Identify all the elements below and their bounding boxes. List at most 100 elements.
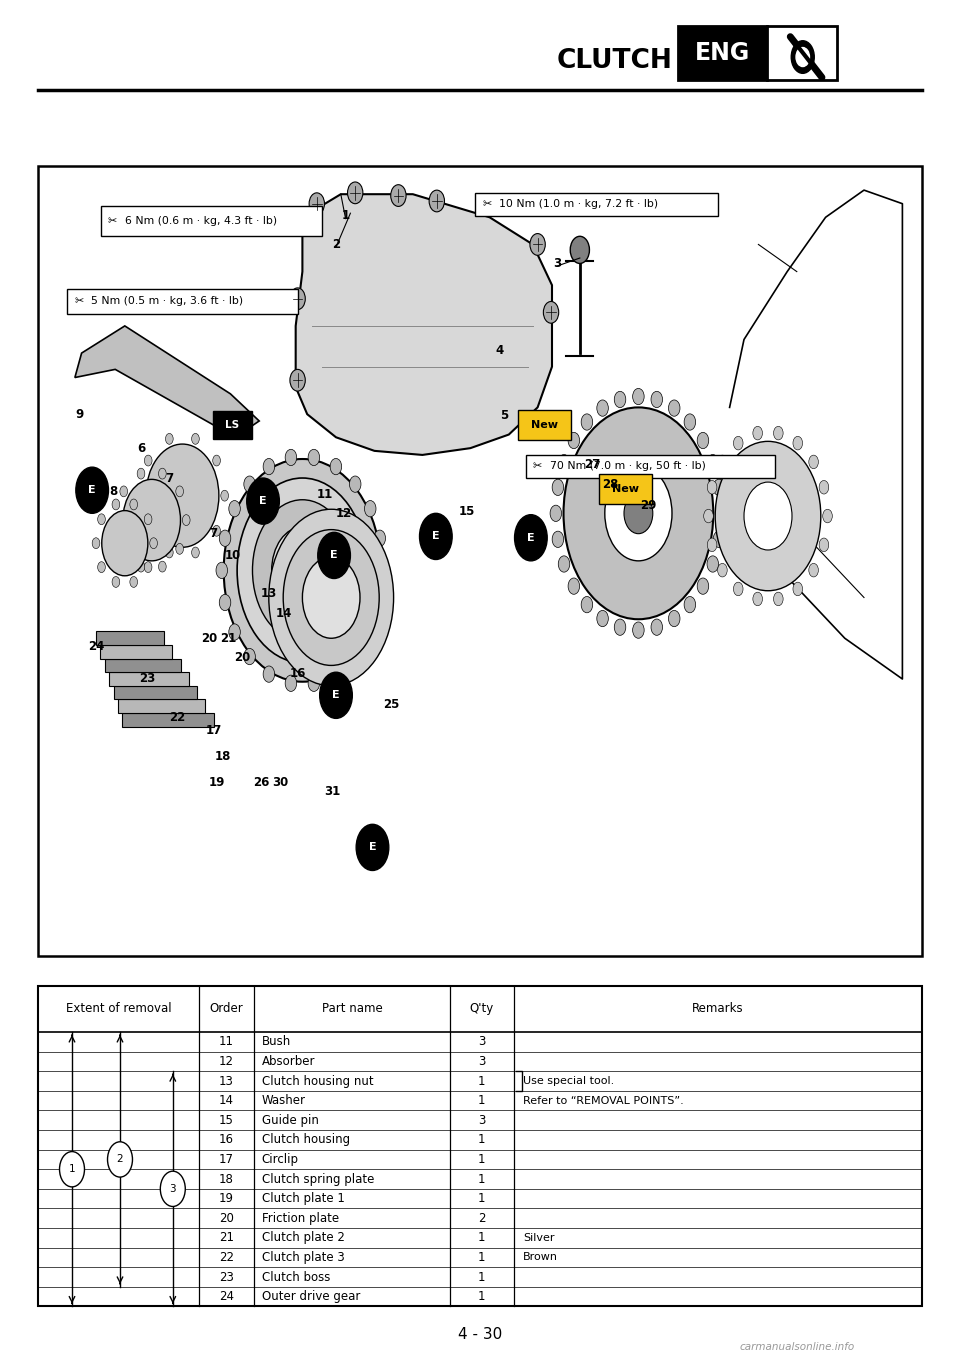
Circle shape <box>808 455 818 469</box>
Text: 5: 5 <box>500 409 508 422</box>
Circle shape <box>349 648 361 664</box>
Circle shape <box>823 509 832 523</box>
Circle shape <box>651 391 662 407</box>
Text: Clutch plate 2: Clutch plate 2 <box>261 1232 345 1244</box>
Text: ✂: ✂ <box>482 200 492 209</box>
Circle shape <box>112 577 120 588</box>
Circle shape <box>237 478 368 663</box>
Text: 1: 1 <box>478 1192 486 1205</box>
Circle shape <box>597 401 609 417</box>
Bar <box>105 659 180 672</box>
Text: 17: 17 <box>219 1153 234 1167</box>
Text: 3: 3 <box>478 1035 486 1048</box>
Text: 12: 12 <box>219 1055 234 1067</box>
Text: 12: 12 <box>336 507 351 520</box>
Text: Order: Order <box>209 1002 244 1016</box>
Text: 15: 15 <box>219 1114 234 1127</box>
Circle shape <box>668 610 680 626</box>
Text: 31: 31 <box>324 785 340 799</box>
Circle shape <box>793 436 803 449</box>
Circle shape <box>713 531 725 547</box>
Circle shape <box>552 479 564 496</box>
Bar <box>526 455 775 478</box>
Circle shape <box>633 622 644 638</box>
Bar <box>475 193 718 216</box>
Circle shape <box>158 561 166 572</box>
Circle shape <box>252 500 352 641</box>
Bar <box>123 713 214 727</box>
Circle shape <box>192 433 200 444</box>
Circle shape <box>318 532 350 579</box>
Text: 10: 10 <box>225 549 240 562</box>
Text: Clutch plate 3: Clutch plate 3 <box>261 1251 345 1264</box>
Circle shape <box>146 444 219 547</box>
Bar <box>96 631 164 645</box>
Circle shape <box>597 610 609 626</box>
Circle shape <box>530 234 545 255</box>
Circle shape <box>774 426 783 440</box>
Circle shape <box>684 414 696 430</box>
Circle shape <box>219 530 230 546</box>
Circle shape <box>137 469 145 479</box>
Text: 3: 3 <box>170 1184 176 1194</box>
Text: Clutch spring plate: Clutch spring plate <box>261 1172 374 1186</box>
Text: E: E <box>88 485 96 496</box>
Circle shape <box>283 530 379 665</box>
Circle shape <box>605 466 672 561</box>
Text: 1: 1 <box>478 1290 486 1304</box>
Text: 1: 1 <box>478 1074 486 1088</box>
Circle shape <box>550 505 562 521</box>
Text: 9: 9 <box>76 407 84 421</box>
Text: 1: 1 <box>342 209 349 223</box>
Text: 4 - 30: 4 - 30 <box>458 1327 502 1343</box>
Text: 21: 21 <box>221 631 236 645</box>
Text: Bush: Bush <box>261 1035 291 1048</box>
Circle shape <box>302 557 360 638</box>
Circle shape <box>668 401 680 417</box>
Text: 1: 1 <box>478 1271 486 1283</box>
Circle shape <box>228 623 240 640</box>
Text: 16: 16 <box>289 667 306 680</box>
Text: 30: 30 <box>273 775 288 789</box>
Circle shape <box>348 182 363 204</box>
Text: 1: 1 <box>478 1153 486 1167</box>
Circle shape <box>753 426 762 440</box>
Text: CLUTCH: CLUTCH <box>556 48 672 75</box>
Circle shape <box>420 513 452 559</box>
Text: 10 Nm (1.0 m · kg, 7.2 ft · lb): 10 Nm (1.0 m · kg, 7.2 ft · lb) <box>499 200 659 209</box>
Text: 14: 14 <box>219 1095 234 1107</box>
Circle shape <box>651 619 662 636</box>
Text: Use special tool.: Use special tool. <box>523 1076 614 1086</box>
Polygon shape <box>75 326 259 437</box>
Text: 20: 20 <box>219 1211 234 1225</box>
Circle shape <box>697 579 708 595</box>
Text: 13: 13 <box>261 587 276 600</box>
Text: 14: 14 <box>276 607 293 621</box>
Circle shape <box>144 562 152 573</box>
Circle shape <box>285 675 297 691</box>
Text: LS: LS <box>226 420 239 430</box>
Text: 18: 18 <box>219 1172 234 1186</box>
Circle shape <box>60 1152 84 1187</box>
Circle shape <box>290 369 305 391</box>
Circle shape <box>330 665 342 682</box>
Bar <box>599 474 652 504</box>
Text: Circlip: Circlip <box>261 1153 299 1167</box>
Circle shape <box>704 509 713 523</box>
Circle shape <box>102 511 148 576</box>
Circle shape <box>349 477 361 493</box>
Circle shape <box>269 509 394 686</box>
Circle shape <box>515 515 547 561</box>
Text: 1: 1 <box>478 1251 486 1264</box>
Circle shape <box>288 550 317 591</box>
Circle shape <box>108 1142 132 1177</box>
Text: New: New <box>612 483 639 494</box>
Polygon shape <box>296 194 552 455</box>
Circle shape <box>263 665 275 682</box>
Circle shape <box>144 526 152 536</box>
Text: 70 Nm (7.0 m · kg, 50 ft · lb): 70 Nm (7.0 m · kg, 50 ft · lb) <box>550 462 706 471</box>
Circle shape <box>244 648 255 664</box>
Text: ✂: ✂ <box>533 462 542 471</box>
Circle shape <box>158 469 166 479</box>
Bar <box>101 206 322 236</box>
